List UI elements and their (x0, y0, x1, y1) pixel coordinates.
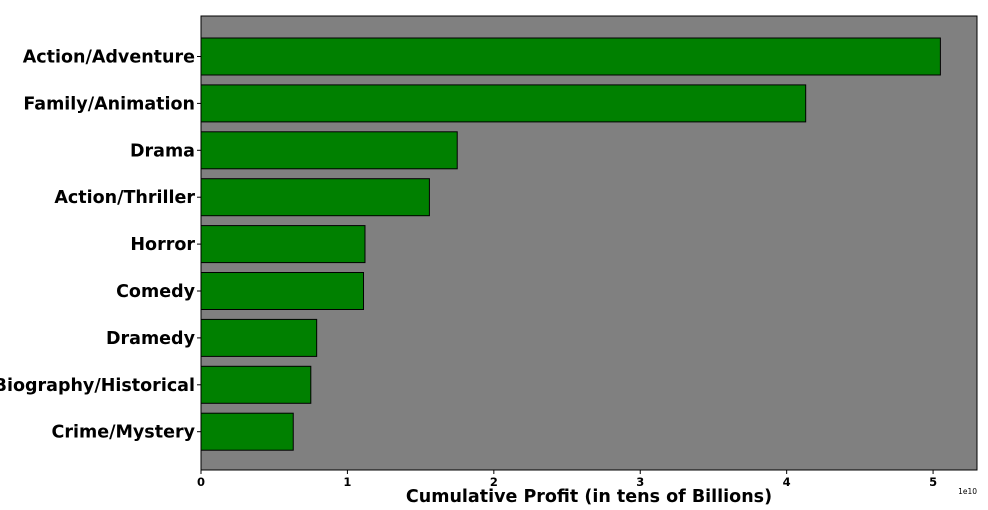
x-tick-label: 1 (343, 475, 351, 489)
x-tick-label: 2 (490, 475, 498, 489)
category-label: Drama (130, 141, 195, 161)
bar-drama (200, 131, 458, 170)
x-axis-title: Cumulative Profit (in tens of Billions) (406, 487, 772, 507)
category-label: Crime/Mystery (52, 423, 196, 443)
category-label: Biography/Historical (0, 376, 195, 396)
category-label: Action/Adventure (23, 48, 195, 68)
bar-action-thriller (200, 178, 430, 217)
bar-crime-mystery (200, 412, 294, 451)
category-label: Family/Animation (23, 94, 195, 114)
bar-biography-historical (200, 365, 312, 404)
x-tick-label: 0 (197, 475, 205, 489)
category-labels-group: Action/Adventure Family/Animation Drama Act… (0, 48, 201, 443)
x-axis-ticks-group: 0 1 2 3 4 5 (197, 470, 937, 489)
bar-family-animation (200, 84, 807, 123)
bar-comedy (200, 272, 365, 310)
category-label: Action/Thriller (54, 188, 195, 208)
category-label: Dramedy (106, 329, 196, 349)
bar-horror (200, 225, 366, 264)
bars-group (200, 37, 941, 451)
bar-dramedy (200, 318, 318, 357)
category-label: Comedy (116, 282, 195, 302)
x-tick-label: 3 (636, 475, 644, 489)
x-tick-label: 4 (783, 475, 791, 489)
category-label: Horror (130, 235, 195, 255)
bar-action-adventure (200, 37, 941, 76)
x-axis-offset-label: 1e10 (958, 487, 977, 496)
x-tick-label: 5 (929, 475, 937, 489)
